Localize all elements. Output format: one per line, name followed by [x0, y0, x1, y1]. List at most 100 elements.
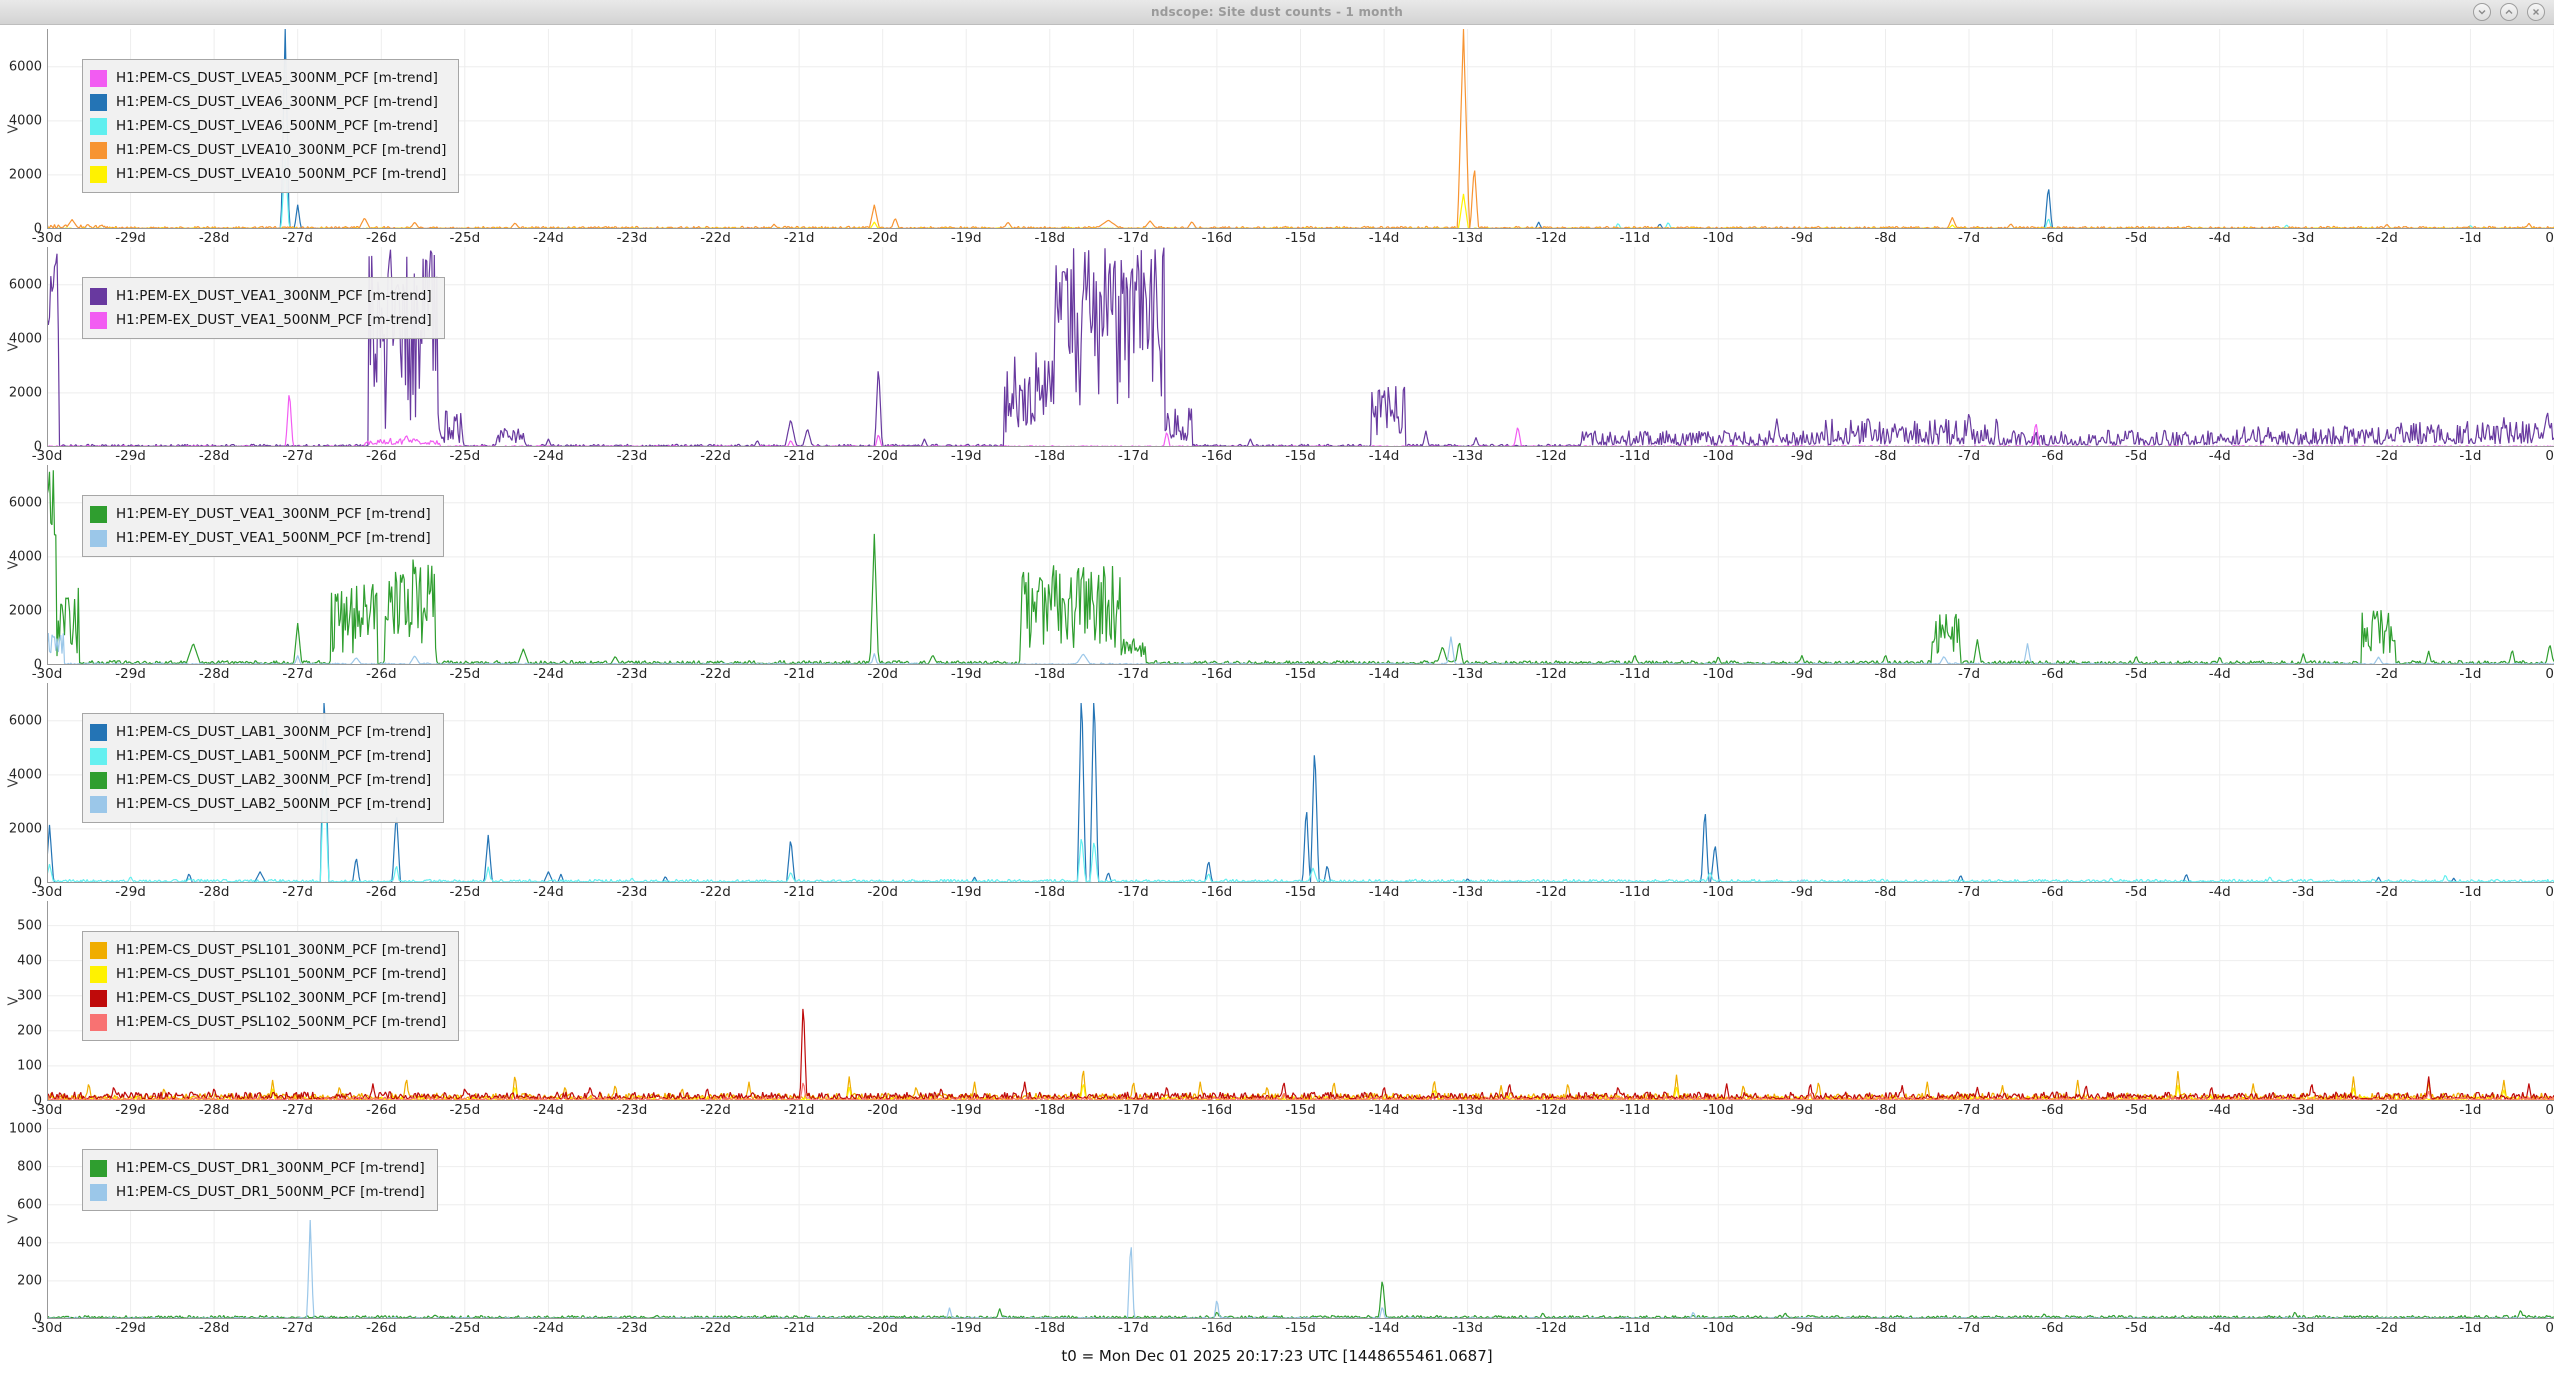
plot-panel-4: V 0 2000 4000 6000 -30d -29d -28d -27d -26d -25d -2…: [0, 683, 2554, 901]
legend-item[interactable]: H1:PEM-EY_DUST_VEA1_500NM_PCF [m-trend]: [90, 526, 431, 550]
maximize-button[interactable]: [2500, 3, 2518, 21]
x-tick-label: -27d: [282, 1102, 313, 1118]
legend-channel-label: H1:PEM-EY_DUST_VEA1_300NM_PCF [m-trend]: [116, 506, 431, 522]
x-tick-label: -4d: [2208, 666, 2231, 682]
x-tick-label: -27d: [282, 448, 313, 464]
legend-item[interactable]: H1:PEM-CS_DUST_LVEA10_300NM_PCF [m-trend…: [90, 138, 446, 162]
x-tick-label: -20d: [867, 1102, 898, 1118]
legend[interactable]: H1:PEM-CS_DUST_LAB1_300NM_PCF [m-trend] H…: [82, 713, 445, 823]
x-tick-label: -10d: [1703, 1320, 1734, 1336]
y-tick-label: 6000: [8, 277, 42, 293]
plot-canvas[interactable]: [47, 29, 2554, 229]
legend-color-swatch: [90, 505, 107, 523]
plot-canvas[interactable]: [47, 1119, 2554, 1319]
x-tick-label: -14d: [1368, 1102, 1400, 1118]
legend-item[interactable]: H1:PEM-CS_DUST_LVEA6_500NM_PCF [m-trend]: [90, 114, 446, 138]
axis-lines: [47, 901, 2554, 1101]
legend-item[interactable]: H1:PEM-CS_DUST_PSL101_300NM_PCF [m-trend…: [90, 938, 446, 962]
legend-item[interactable]: H1:PEM-EX_DUST_VEA1_300NM_PCF [m-trend]: [90, 284, 432, 308]
legend[interactable]: H1:PEM-CS_DUST_LVEA5_300NM_PCF [m-trend]…: [82, 59, 460, 193]
legend-item[interactable]: H1:PEM-CS_DUST_PSL102_500NM_PCF [m-trend…: [90, 1010, 446, 1034]
plot-canvas[interactable]: [47, 465, 2554, 665]
legend[interactable]: H1:PEM-CS_DUST_DR1_300NM_PCF [m-trend] H1…: [82, 1149, 438, 1211]
minimize-button[interactable]: [2473, 3, 2491, 21]
x-tick-label: -9d: [1790, 1102, 1813, 1118]
x-tick-label: -19d: [950, 230, 982, 246]
x-tick-label: -26d: [365, 448, 397, 464]
legend-item[interactable]: H1:PEM-CS_DUST_LVEA5_300NM_PCF [m-trend]: [90, 66, 446, 90]
legend-item[interactable]: H1:PEM-CS_DUST_LVEA6_300NM_PCF [m-trend]: [90, 90, 446, 114]
x-tick-label: -16d: [1201, 1102, 1233, 1118]
footer: t0 = Mon Dec 01 2025 20:17:23 UTC [14486…: [0, 1341, 2554, 1376]
plot-canvas[interactable]: [47, 901, 2554, 1101]
legend-item[interactable]: H1:PEM-CS_DUST_DR1_500NM_PCF [m-trend]: [90, 1180, 425, 1204]
y-tick-label: 0: [33, 875, 42, 891]
x-tick-label: -12d: [1535, 884, 1567, 900]
legend-item[interactable]: H1:PEM-EY_DUST_VEA1_300NM_PCF [m-trend]: [90, 502, 431, 526]
x-tick-label: -28d: [198, 884, 230, 900]
x-tick-label: -17d: [1118, 230, 1149, 246]
x-tick-label: -27d: [282, 666, 313, 682]
legend-item[interactable]: H1:PEM-CS_DUST_LVEA10_500NM_PCF [m-trend…: [90, 162, 446, 186]
axis-lines: [47, 465, 2554, 665]
x-tick-label: -21d: [783, 1102, 815, 1118]
legend-color-swatch: [90, 989, 107, 1007]
window-titlebar[interactable]: ndscope: Site dust counts - 1 month: [0, 0, 2554, 25]
plot-canvas[interactable]: [47, 247, 2554, 447]
axis-lines: [47, 247, 2554, 447]
close-button[interactable]: [2527, 3, 2545, 21]
x-tick-label: -10d: [1703, 1102, 1734, 1118]
legend-item[interactable]: H1:PEM-CS_DUST_LAB2_300NM_PCF [m-trend]: [90, 768, 431, 792]
legend-item[interactable]: H1:PEM-CS_DUST_DR1_300NM_PCF [m-trend]: [90, 1156, 425, 1180]
legend[interactable]: H1:PEM-CS_DUST_PSL101_300NM_PCF [m-trend…: [82, 931, 460, 1041]
x-tick-label: -4d: [2208, 1320, 2231, 1336]
x-tick-label: -3d: [2292, 666, 2315, 682]
legend-item[interactable]: H1:PEM-CS_DUST_PSL101_500NM_PCF [m-trend…: [90, 962, 446, 986]
x-tick-label: -11d: [1619, 1320, 1651, 1336]
legend[interactable]: H1:PEM-EX_DUST_VEA1_300NM_PCF [m-trend] H…: [82, 277, 445, 339]
y-tick-label: 2000: [8, 603, 42, 619]
legend-item[interactable]: H1:PEM-CS_DUST_LAB1_300NM_PCF [m-trend]: [90, 720, 431, 744]
x-tick-label: -24d: [533, 666, 564, 682]
y-tick-label: 4000: [8, 113, 42, 129]
x-tick-label: -19d: [950, 666, 982, 682]
plot-panel-6: V 0 200 400 600 800 1000 -30d -29d -28d -27d -26d -2…: [0, 1119, 2554, 1337]
legend-item[interactable]: H1:PEM-CS_DUST_PSL102_300NM_PCF [m-trend…: [90, 986, 446, 1010]
x-tick-label: -21d: [783, 230, 815, 246]
x-tick-label: -24d: [533, 1102, 564, 1118]
x-tick-label: -26d: [365, 884, 397, 900]
x-tick-label: -14d: [1368, 884, 1400, 900]
x-tick-label: -14d: [1368, 448, 1400, 464]
legend-item[interactable]: H1:PEM-EX_DUST_VEA1_500NM_PCF [m-trend]: [90, 308, 432, 332]
x-tick-label: -26d: [365, 1102, 397, 1118]
legend-item[interactable]: H1:PEM-CS_DUST_LAB1_500NM_PCF [m-trend]: [90, 744, 431, 768]
x-tick-label: -20d: [867, 884, 898, 900]
x-tick-label: -29d: [115, 884, 146, 900]
x-tick-label: -9d: [1790, 448, 1813, 464]
axis-lines: [47, 683, 2554, 883]
y-tick-label: 4000: [8, 331, 42, 347]
x-tick-label: 0d: [2545, 666, 2554, 682]
x-tick-label: -21d: [783, 884, 815, 900]
legend-channel-label: H1:PEM-CS_DUST_PSL101_300NM_PCF [m-trend…: [116, 942, 447, 958]
x-tick-label: -8d: [1874, 230, 1897, 246]
legend-color-swatch: [90, 1159, 107, 1177]
x-tick-label: -16d: [1201, 230, 1233, 246]
x-tick-label: -6d: [2041, 230, 2064, 246]
x-tick-label: -16d: [1201, 1320, 1233, 1336]
window-controls: [2473, 3, 2545, 21]
x-tick-label: -25d: [449, 230, 481, 246]
x-tick-label: -2d: [2375, 884, 2398, 900]
x-tick-label: -2d: [2375, 1320, 2398, 1336]
axis-lines: [47, 1119, 2554, 1319]
legend-item[interactable]: H1:PEM-CS_DUST_LAB2_500NM_PCF [m-trend]: [90, 792, 431, 816]
x-tick-label: -1d: [2459, 1102, 2482, 1118]
x-tick-label: -1d: [2459, 666, 2482, 682]
legend[interactable]: H1:PEM-EY_DUST_VEA1_300NM_PCF [m-trend] H…: [82, 495, 444, 557]
x-tick-label: -17d: [1118, 884, 1149, 900]
y-tick-label: 6000: [8, 59, 42, 75]
x-tick-label: -22d: [700, 230, 731, 246]
grid-lines: [47, 1119, 2554, 1319]
x-tick-label: -25d: [449, 884, 481, 900]
